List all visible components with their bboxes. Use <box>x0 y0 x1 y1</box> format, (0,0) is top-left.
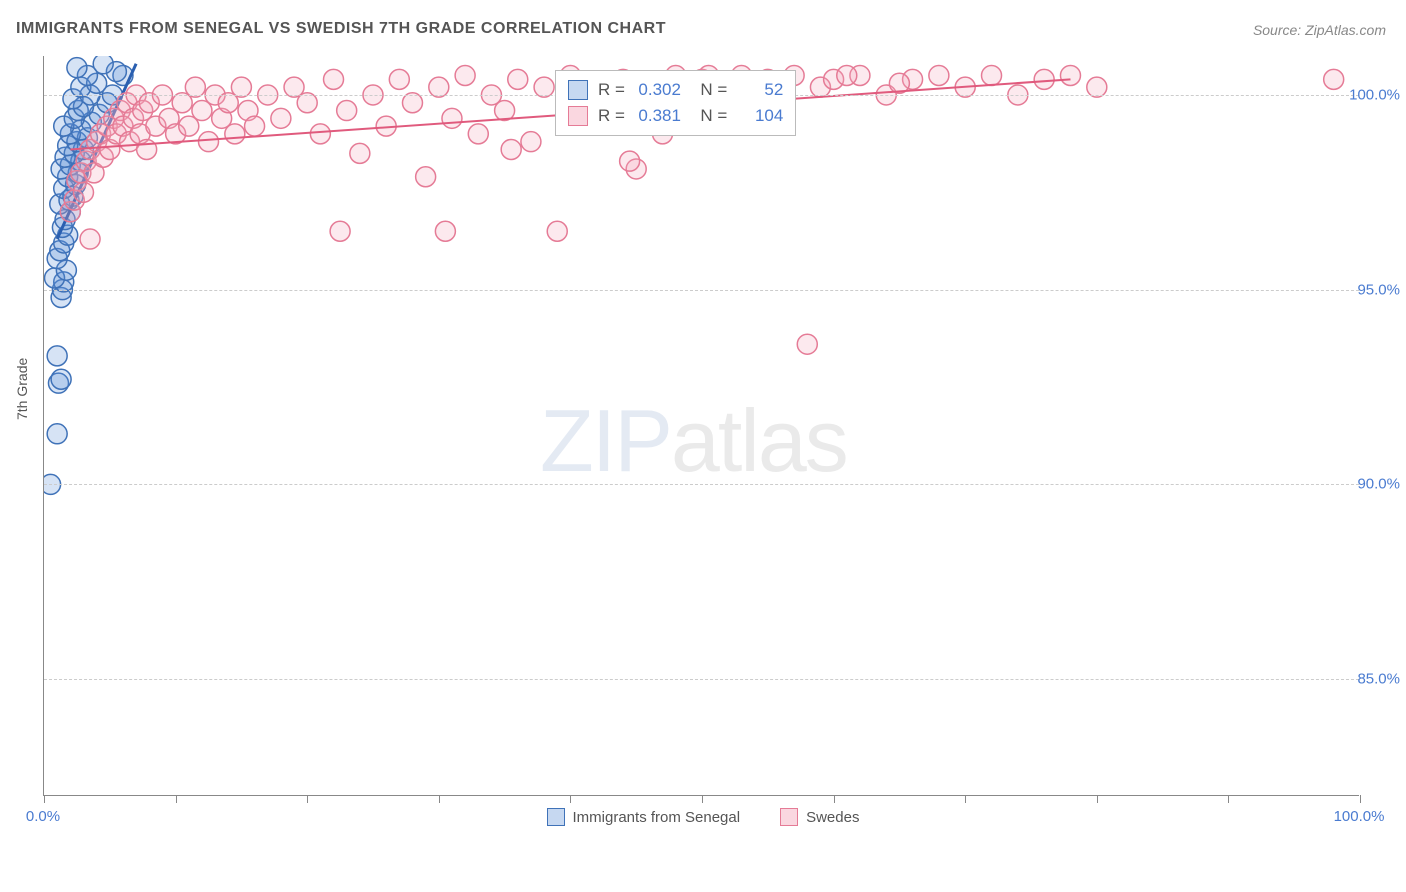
legend-swatch <box>780 808 798 826</box>
legend-label: Swedes <box>806 809 859 826</box>
data-point-swedes <box>442 108 462 128</box>
data-point-swedes <box>73 182 93 202</box>
data-point-swedes <box>310 124 330 144</box>
stats-row-senegal: R = 0.302 N = 52 <box>568 77 783 103</box>
data-point-swedes <box>245 116 265 136</box>
stats-swatch-swedes <box>568 106 588 126</box>
data-point-swedes <box>521 132 541 152</box>
source-attribution: Source: ZipAtlas.com <box>1253 22 1386 38</box>
legend-swatch <box>547 808 565 826</box>
data-point-senegal <box>93 56 113 74</box>
legend-label: Immigrants from Senegal <box>573 809 741 826</box>
stats-n-label: N = <box>691 103 727 129</box>
x-tick <box>307 795 308 803</box>
chart-title: IMMIGRANTS FROM SENEGAL VS SWEDISH 7TH G… <box>16 20 666 38</box>
data-point-swedes <box>435 221 455 241</box>
stats-r-senegal: 0.302 <box>635 77 681 103</box>
y-tick-label: 90.0% <box>1357 476 1400 493</box>
data-point-swedes <box>337 101 357 121</box>
stats-r-label: R = <box>598 103 625 129</box>
x-tick-label: 0.0% <box>26 808 60 825</box>
x-tick <box>1360 795 1361 803</box>
data-point-swedes <box>495 101 515 121</box>
stats-n-label: N = <box>691 77 727 103</box>
data-point-swedes <box>797 334 817 354</box>
stats-row-swedes: R = 0.381 N = 104 <box>568 103 783 129</box>
data-point-swedes <box>1324 69 1344 89</box>
data-point-swedes <box>137 139 157 159</box>
x-tick <box>1228 795 1229 803</box>
data-point-swedes <box>199 132 219 152</box>
x-tick <box>834 795 835 803</box>
x-tick <box>1097 795 1098 803</box>
x-tick <box>44 795 45 803</box>
legend-item: Swedes <box>780 808 859 826</box>
correlation-stats-box: R = 0.302 N = 52 R = 0.381 N = 104 <box>555 70 796 136</box>
gridline-h <box>44 679 1359 680</box>
data-point-senegal <box>47 424 67 444</box>
data-point-swedes <box>1060 65 1080 85</box>
data-point-swedes <box>80 229 100 249</box>
data-point-swedes <box>271 108 291 128</box>
data-point-swedes <box>350 143 370 163</box>
data-point-swedes <box>508 69 528 89</box>
data-point-senegal <box>47 346 67 366</box>
x-tick <box>570 795 571 803</box>
data-point-swedes <box>330 221 350 241</box>
legend-bottom: Immigrants from Senegal Swedes <box>0 808 1406 826</box>
stats-n-senegal: 52 <box>737 77 783 103</box>
data-point-swedes <box>547 221 567 241</box>
x-tick <box>176 795 177 803</box>
data-point-swedes <box>324 69 344 89</box>
data-point-senegal <box>51 369 71 389</box>
stats-swatch-senegal <box>568 80 588 100</box>
x-tick <box>439 795 440 803</box>
data-point-swedes <box>501 139 521 159</box>
data-point-swedes <box>416 167 436 187</box>
data-point-swedes <box>620 151 640 171</box>
y-axis-title: 7th Grade <box>14 358 30 420</box>
data-point-swedes <box>929 65 949 85</box>
x-tick <box>702 795 703 803</box>
x-tick <box>965 795 966 803</box>
gridline-h <box>44 484 1359 485</box>
stats-n-swedes: 104 <box>737 103 783 129</box>
scatter-svg <box>44 56 1360 796</box>
data-point-swedes <box>982 65 1002 85</box>
stats-r-swedes: 0.381 <box>635 103 681 129</box>
data-point-senegal <box>67 58 87 78</box>
y-tick-label: 85.0% <box>1357 671 1400 688</box>
stats-r-label: R = <box>598 77 625 103</box>
data-point-swedes <box>468 124 488 144</box>
y-tick-label: 95.0% <box>1357 281 1400 298</box>
data-point-swedes <box>389 69 409 89</box>
data-point-swedes <box>837 65 857 85</box>
data-point-swedes <box>455 65 475 85</box>
data-point-swedes <box>225 124 245 144</box>
legend-item: Immigrants from Senegal <box>547 808 741 826</box>
data-point-swedes <box>1034 69 1054 89</box>
x-tick-label: 100.0% <box>1334 808 1385 825</box>
y-tick-label: 100.0% <box>1349 86 1400 103</box>
plot-area <box>43 56 1359 796</box>
gridline-h <box>44 290 1359 291</box>
